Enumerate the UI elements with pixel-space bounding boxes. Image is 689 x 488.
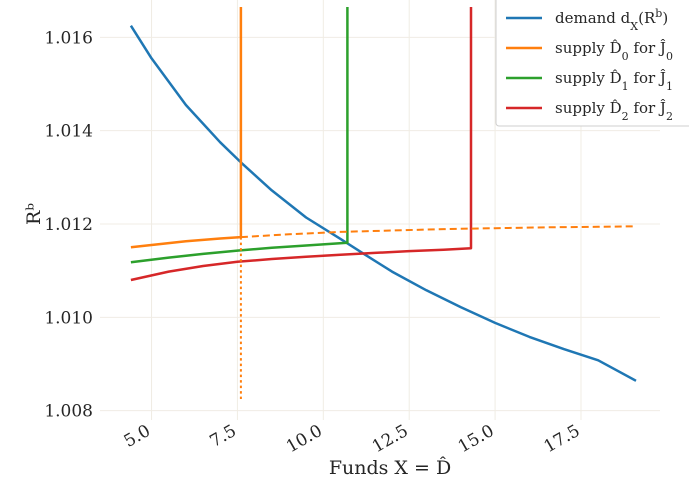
y-tick-label: 1.010 <box>44 308 93 328</box>
y-tick-label: 1.016 <box>44 28 93 48</box>
legend-entry: supply D̂0 for Ĵ0 <box>555 39 673 63</box>
series-line-2 <box>130 7 349 264</box>
series-line-1 <box>130 7 243 249</box>
y-axis-label: Rᵇ <box>23 203 45 225</box>
x-tick-label: 5.0 <box>121 421 154 452</box>
y-tick-label: 1.012 <box>44 215 93 235</box>
y-tick-label: 1.014 <box>44 122 93 142</box>
x-axis-label: Funds X = D̂ <box>329 457 451 479</box>
legend-frame <box>495 0 689 127</box>
legend-entry: supply D̂2 for Ĵ2 <box>555 99 673 123</box>
x-axis-ticks: 5.0 7.5 10.0 12.5 15.0 17.5 <box>121 421 584 457</box>
series-line-4 <box>240 225 637 239</box>
x-tick-label: 10.0 <box>283 421 326 457</box>
series-line-3 <box>130 7 473 282</box>
x-tick-label: 12.5 <box>369 421 412 457</box>
x-tick-label: 17.5 <box>541 421 584 457</box>
y-axis-ticks: 1.008 1.010 1.012 1.014 1.016 <box>44 28 93 421</box>
legend: demand dX(Rb) supply D̂0 for Ĵ0 supply D̂1… <box>495 0 689 127</box>
legend-entry: demand dX(Rb) <box>555 7 668 33</box>
x-tick-label: 7.5 <box>207 421 240 452</box>
series-layer <box>129 7 637 399</box>
x-tick-label: 15.0 <box>455 421 498 457</box>
y-tick-label: 1.008 <box>44 402 93 422</box>
legend-entry: supply D̂1 for Ĵ1 <box>555 69 673 93</box>
